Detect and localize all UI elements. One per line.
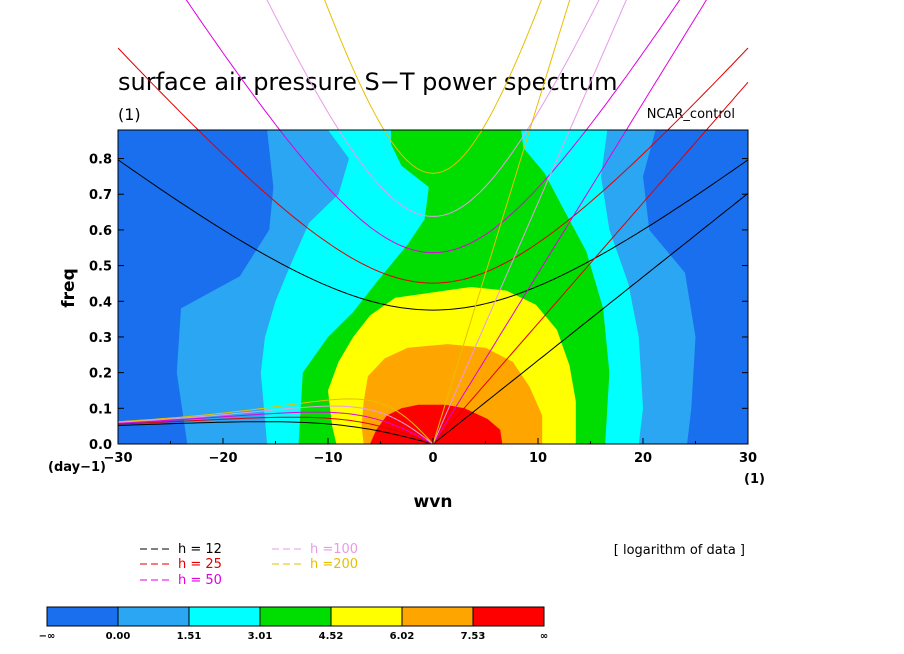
dispersion-curve-3 xyxy=(118,0,707,444)
dispersion-branch-1 xyxy=(432,81,749,444)
colorbar-label: 1.51 xyxy=(177,631,202,642)
colorbar-swatch xyxy=(188,606,261,627)
colorbar: −∞ 0.00 1.51 3.01 4.52 6.02 7.53 ∞ xyxy=(39,606,548,642)
y-tick-label: 0.4 xyxy=(89,295,112,310)
colorbar-label: 6.02 xyxy=(390,631,415,642)
dispersion-curve-1 xyxy=(118,159,749,444)
dispersion-branch-2 xyxy=(324,0,542,174)
dispersion-branch-1 xyxy=(432,0,571,444)
contour-region-6 xyxy=(370,404,503,444)
dispersion-branch-3 xyxy=(118,398,434,444)
legend-item: h =100 xyxy=(272,542,358,557)
y-axis-label: freq xyxy=(59,268,79,307)
y-axis-units: (day−1) xyxy=(48,460,106,475)
dispersion-branch-2 xyxy=(118,47,749,284)
x-axis-label: wvn xyxy=(414,492,453,512)
colorbar-swatch xyxy=(401,606,474,627)
chart-title: surface air pressure S−T power spectrum xyxy=(118,68,618,96)
colorbar-swatch xyxy=(259,606,332,627)
dispersion-branch-3 xyxy=(118,416,434,444)
dispersion-curve-5 xyxy=(118,0,571,444)
legend-item: h = 25 xyxy=(140,557,222,572)
x-tick-label: 20 xyxy=(634,451,652,466)
log-note: [ logarithm of data ] xyxy=(614,543,745,558)
colorbar-swatch xyxy=(472,606,545,627)
y-tick-label: 0.0 xyxy=(89,438,112,453)
legend-label: h = 25 xyxy=(178,557,222,572)
colorbar-label: 7.53 xyxy=(461,631,486,642)
axis-ticks: −30 −20 −10 0 10 20 30 0.0 0.1 0.2 0.3 0.4 0.5 0.6 0.7… xyxy=(89,153,757,466)
colorbar-swatch xyxy=(330,606,403,627)
y-tick-label: 0.5 xyxy=(89,260,112,275)
dispersion-branch-2 xyxy=(118,159,749,311)
dispersion-branch-3 xyxy=(118,421,434,444)
colorbar-label: 4.52 xyxy=(319,631,344,642)
legend-label: h = 50 xyxy=(178,573,222,588)
colorbar-label: 3.01 xyxy=(248,631,273,642)
colorbar-label: ∞ xyxy=(540,631,548,642)
legend-label: h = 12 xyxy=(178,542,222,557)
y-tick-label: 0.2 xyxy=(89,367,112,382)
case-label: NCAR_control xyxy=(647,107,735,122)
dispersion-branch-3 xyxy=(118,411,434,444)
y-tick-label: 0.8 xyxy=(89,153,112,168)
dispersion-branch-1 xyxy=(432,192,749,444)
colorbar-swatch xyxy=(117,606,190,627)
plot-area xyxy=(117,0,749,445)
y-tick-label: 0.1 xyxy=(89,402,112,417)
x-tick-label: 0 xyxy=(428,451,437,466)
dispersion-branch-2 xyxy=(185,0,681,254)
colorbar-label: −∞ xyxy=(39,631,56,642)
dispersion-branch-2 xyxy=(266,0,600,217)
dispersion-curve-4 xyxy=(118,0,627,444)
y-tick-label: 0.3 xyxy=(89,331,112,346)
legend-item: h = 12 xyxy=(140,542,222,557)
colorbar-label: 0.00 xyxy=(106,631,131,642)
y-tick-label: 0.7 xyxy=(89,188,112,203)
dispersion-branch-3 xyxy=(118,405,434,444)
dispersion-branch-1 xyxy=(432,0,707,444)
x-tick-label: 30 xyxy=(739,451,757,466)
x-axis-units: (1) xyxy=(744,472,765,487)
legend-label: h =200 xyxy=(310,557,358,572)
x-tick-label: −30 xyxy=(104,451,133,466)
legend-item: h = 50 xyxy=(140,573,222,588)
legend-label: h =100 xyxy=(310,542,358,557)
dispersion-branch-1 xyxy=(432,0,627,444)
x-tick-label: −20 xyxy=(209,451,238,466)
y-tick-label: 0.6 xyxy=(89,224,112,239)
legend-item: h =200 xyxy=(272,557,358,572)
x-tick-label: 10 xyxy=(529,451,547,466)
colorbar-swatch xyxy=(46,606,119,627)
x-tick-label: −10 xyxy=(314,451,343,466)
dispersion-curve-2 xyxy=(118,47,749,444)
units-label: (1) xyxy=(118,105,141,124)
